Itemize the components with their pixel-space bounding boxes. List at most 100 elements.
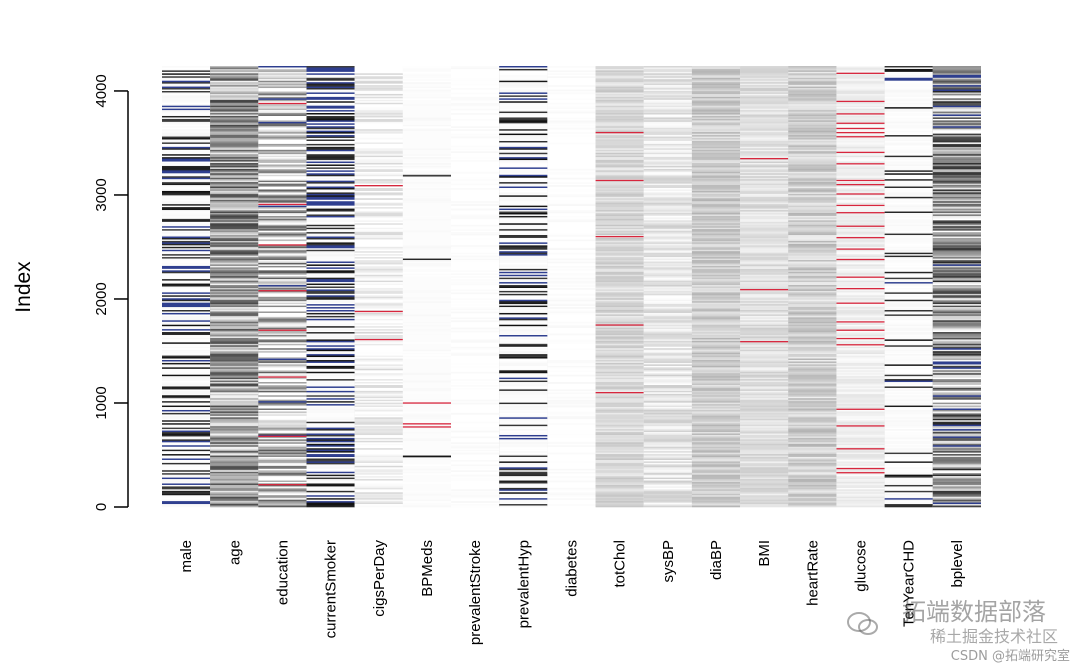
heatmap-cell xyxy=(788,342,837,345)
heatmap-cell xyxy=(162,92,211,95)
heatmap-cell xyxy=(788,337,837,340)
heatmap-cell xyxy=(788,145,837,148)
heatmap-cell xyxy=(210,402,259,405)
heatmap-cell xyxy=(884,358,933,361)
heatmap-cell xyxy=(691,223,741,226)
heatmap-cell xyxy=(162,290,211,293)
heatmap-cell xyxy=(306,188,355,190)
missing-value-mark xyxy=(595,235,644,238)
heatmap-cell xyxy=(884,484,933,487)
heatmap-cell xyxy=(162,287,211,290)
heatmap-cell xyxy=(595,290,644,293)
heatmap-cell xyxy=(643,89,692,92)
heatmap-cell xyxy=(258,427,307,430)
heatmap-cell xyxy=(691,333,741,336)
heatmap-cell xyxy=(354,283,403,286)
heatmap-cell xyxy=(691,318,741,321)
heatmap-cell xyxy=(162,68,211,71)
heatmap-cell xyxy=(499,170,548,173)
heatmap-cell xyxy=(595,299,644,302)
heatmap-cell xyxy=(258,332,307,334)
heatmap-cell xyxy=(354,396,403,399)
heatmap-cell xyxy=(740,70,789,73)
heatmap-cell xyxy=(932,157,981,159)
heatmap-cell xyxy=(451,304,500,306)
heatmap-cell xyxy=(210,274,259,277)
heatmap-cell xyxy=(740,207,789,209)
heatmap-cell xyxy=(162,66,211,68)
heatmap-cell xyxy=(643,215,692,218)
heatmap-cell xyxy=(306,201,355,204)
heatmap-cell xyxy=(499,190,548,193)
heatmap-cell xyxy=(451,202,500,205)
heatmap-cell xyxy=(258,271,307,274)
heatmap-cell xyxy=(836,80,885,83)
heatmap-cell xyxy=(595,70,644,73)
heatmap-cell xyxy=(595,85,644,87)
heatmap-cell xyxy=(691,218,741,221)
heatmap-cell xyxy=(306,365,355,368)
heatmap-cell xyxy=(258,401,307,403)
heatmap-cell xyxy=(788,279,837,281)
heatmap-cell xyxy=(162,261,211,264)
heatmap-cell xyxy=(162,286,211,289)
heatmap-cell xyxy=(643,83,692,86)
heatmap-cell xyxy=(884,498,933,500)
heatmap-cell xyxy=(788,295,837,298)
heatmap-cell xyxy=(884,199,933,202)
heatmap-cell xyxy=(788,236,837,239)
heatmap-cell xyxy=(354,274,403,277)
heatmap-cell xyxy=(499,389,548,392)
heatmap-cell xyxy=(499,393,548,396)
heatmap-cell xyxy=(547,185,596,187)
heatmap-cell xyxy=(740,371,789,374)
heatmap-cell xyxy=(306,323,355,326)
heatmap-cell xyxy=(932,468,981,471)
heatmap-cell xyxy=(643,71,692,74)
heatmap-cell xyxy=(354,71,403,74)
heatmap-cell xyxy=(740,221,789,224)
heatmap-cell xyxy=(740,490,789,493)
heatmap-cell xyxy=(306,326,355,328)
heatmap-cell xyxy=(210,98,259,101)
heatmap-cell xyxy=(788,368,837,371)
heatmap-cell xyxy=(210,239,259,242)
heatmap-cell xyxy=(740,404,789,406)
heatmap-cell xyxy=(932,277,981,280)
heatmap-cell xyxy=(402,468,452,471)
heatmap-cell xyxy=(595,343,644,346)
heatmap-cell xyxy=(884,67,933,70)
heatmap-cell xyxy=(499,307,548,309)
heatmap-cell xyxy=(740,373,789,375)
heatmap-cell xyxy=(740,235,789,237)
heatmap-cell xyxy=(306,230,355,233)
heatmap-cell xyxy=(836,473,885,475)
heatmap-cell xyxy=(162,295,211,298)
heatmap-cell xyxy=(932,140,981,143)
heatmap-cell xyxy=(740,470,789,473)
heatmap-cell xyxy=(162,171,211,174)
heatmap-cell xyxy=(162,396,211,399)
heatmap-cell xyxy=(932,111,981,114)
heatmap-cell xyxy=(691,471,741,474)
heatmap-cell xyxy=(932,370,981,373)
heatmap-cell xyxy=(306,439,355,442)
heatmap-cell xyxy=(740,213,789,215)
heatmap-cell xyxy=(499,213,548,215)
heatmap-cell xyxy=(884,346,933,349)
heatmap-cell xyxy=(354,273,403,276)
heatmap-cell xyxy=(932,443,981,446)
heatmap-cell xyxy=(210,464,259,467)
heatmap-cell xyxy=(884,130,933,133)
missing-value-mark xyxy=(258,329,307,331)
heatmap-cell xyxy=(258,311,307,314)
heatmap-cell xyxy=(643,427,692,430)
heatmap-cell xyxy=(643,499,692,502)
heatmap-cell xyxy=(836,504,885,506)
heatmap-cell xyxy=(451,340,500,343)
heatmap-cell xyxy=(306,392,355,395)
heatmap-cell xyxy=(162,401,211,403)
heatmap-cell xyxy=(162,352,211,355)
heatmap-cell xyxy=(740,493,789,496)
heatmap-cell xyxy=(547,282,596,284)
